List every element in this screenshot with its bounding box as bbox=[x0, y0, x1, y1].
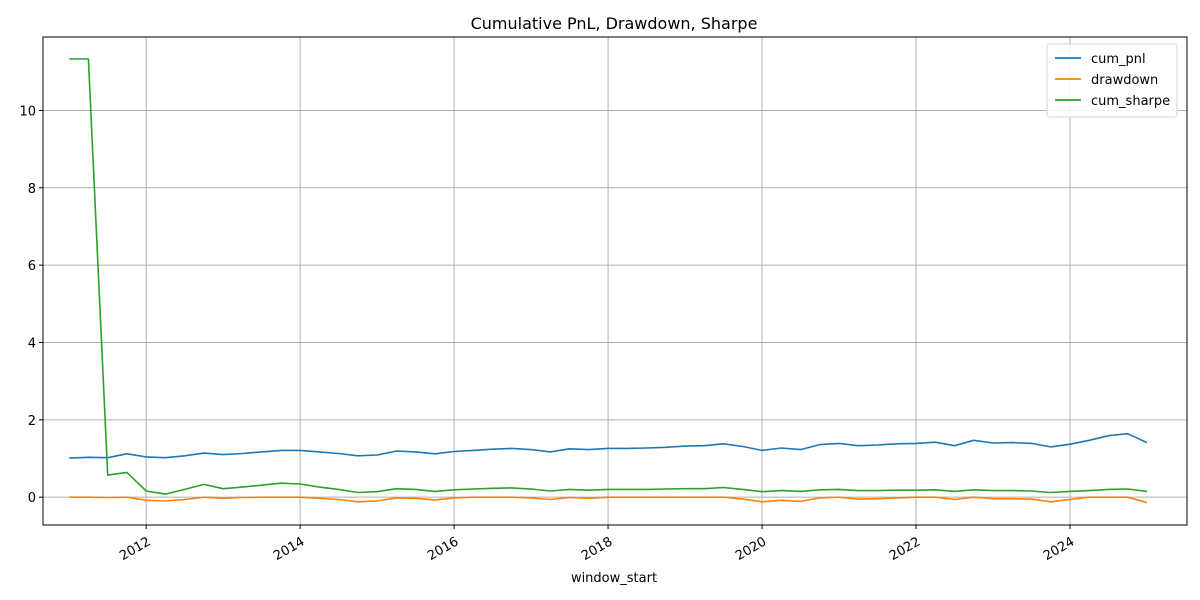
y-tick-label: 0 bbox=[28, 491, 36, 506]
grid bbox=[43, 37, 1187, 525]
y-tick-label: 2 bbox=[28, 414, 36, 429]
y-tick-label: 10 bbox=[19, 104, 36, 119]
legend-label: cum_pnl bbox=[1091, 52, 1146, 67]
legend-label: drawdown bbox=[1091, 73, 1158, 88]
legend-box bbox=[1046, 43, 1178, 118]
y-tick-label: 4 bbox=[28, 336, 36, 351]
series-layer bbox=[69, 58, 1148, 504]
y-tick-label: 8 bbox=[28, 182, 36, 197]
y-tick-label: 6 bbox=[28, 259, 36, 274]
x-axis-label: window_start bbox=[571, 571, 657, 586]
plot-frame bbox=[42, 36, 1188, 526]
legend-label: cum_sharpe bbox=[1091, 94, 1170, 109]
chart-title: Cumulative PnL, Drawdown, Sharpe bbox=[471, 14, 758, 33]
legend: cum_pnl drawdown cum_sharpe bbox=[1046, 43, 1178, 118]
series-line-drawdown bbox=[69, 496, 1148, 504]
series-line-cum-pnl bbox=[69, 432, 1148, 459]
series-line-cum-sharpe bbox=[69, 58, 1148, 495]
